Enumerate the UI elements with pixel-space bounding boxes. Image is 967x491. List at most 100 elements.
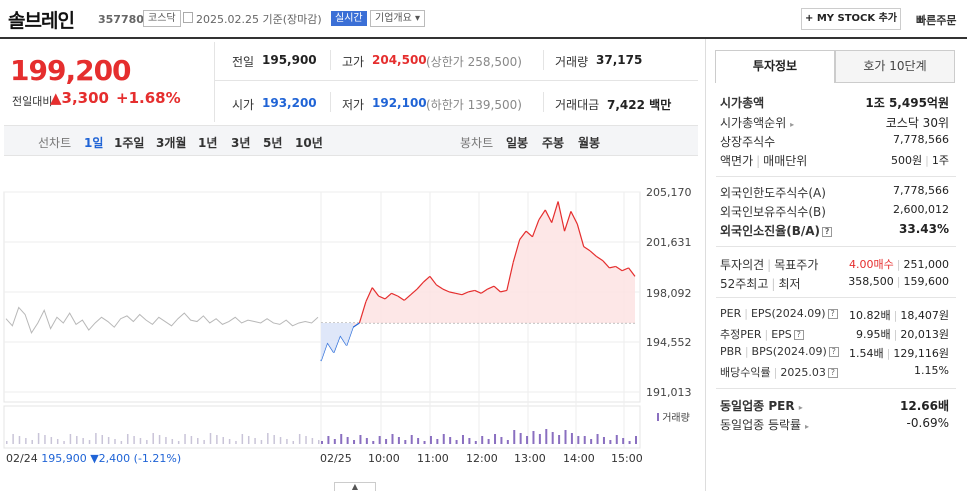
change-label: 전일대비 bbox=[12, 95, 53, 108]
tab-5y[interactable]: 5년 bbox=[263, 136, 283, 150]
low-value: 192,100 bbox=[372, 96, 427, 110]
today-line-segment bbox=[531, 219, 540, 237]
calendar-icon bbox=[183, 12, 193, 23]
help-icon[interactable]: ? bbox=[793, 330, 804, 340]
divider bbox=[716, 388, 956, 389]
volume-bar bbox=[82, 438, 84, 444]
today-line-segment bbox=[602, 260, 610, 269]
divider bbox=[543, 92, 544, 112]
today-line-segment bbox=[378, 295, 386, 300]
today-line-segment bbox=[423, 275, 431, 283]
today-line-segment bbox=[320, 342, 328, 362]
volume-legend-label: 거래량 bbox=[662, 413, 690, 424]
volume-bar bbox=[333, 439, 336, 444]
volume-bar bbox=[481, 436, 484, 444]
foreign-ratio-label: 외국인소진율(B/A)? bbox=[720, 222, 833, 239]
change-amount: 3,300 bbox=[61, 89, 109, 107]
volume-legend-swatch bbox=[657, 413, 659, 421]
volume-bar bbox=[417, 438, 420, 444]
prev-day-date: 02/24 bbox=[6, 452, 38, 465]
company-overview-dropdown[interactable]: 기업개요 ▾ bbox=[370, 10, 426, 27]
volume-bar bbox=[267, 433, 269, 444]
tab-weekly-candle[interactable]: 주봉 bbox=[542, 136, 565, 150]
y-tick: 191,013 bbox=[646, 386, 692, 399]
volume-bar bbox=[95, 433, 97, 444]
help-icon[interactable]: ? bbox=[822, 226, 833, 237]
divider bbox=[543, 50, 544, 70]
line-chart-label: 선차트 bbox=[38, 136, 72, 150]
wk52-low-label: 최저 bbox=[778, 277, 801, 291]
market-cap-label: 시가총액 bbox=[720, 96, 765, 110]
today-line-segment bbox=[596, 256, 604, 262]
tab-invest-info[interactable]: 투자정보 bbox=[715, 50, 835, 83]
tab-1w[interactable]: 1주일 bbox=[114, 136, 145, 150]
volume-bar bbox=[410, 435, 413, 444]
per-eps-label: PER | EPS(2024.09)? bbox=[720, 307, 838, 320]
bps-value: 129,116원 bbox=[893, 347, 949, 360]
today-line-segment bbox=[474, 289, 482, 294]
volume-bar bbox=[404, 440, 407, 444]
volume-bar bbox=[56, 439, 59, 444]
open-label: 시가 bbox=[232, 98, 255, 112]
market-cap-rank-link[interactable]: 시가총액순위 ▸ bbox=[720, 114, 794, 131]
opinion-value: 4.00매수 | 251,000 bbox=[849, 256, 949, 272]
up-area bbox=[321, 201, 635, 362]
today-line-segment bbox=[429, 275, 437, 286]
volume-bar bbox=[538, 434, 541, 444]
prev-day-change: 2,400 bbox=[98, 452, 131, 465]
divider bbox=[330, 50, 331, 70]
volume-bar bbox=[133, 436, 135, 444]
candle-chart-label: 봉차트 bbox=[460, 136, 494, 150]
today-line-segment bbox=[442, 288, 450, 293]
separator: | bbox=[744, 345, 749, 358]
divider bbox=[214, 80, 698, 81]
today-line-segment bbox=[500, 289, 507, 293]
live-badge[interactable]: 실시간 bbox=[331, 11, 367, 26]
tab-monthly-candle[interactable]: 월봉 bbox=[578, 136, 601, 150]
est-eps: 20,013원 bbox=[900, 328, 949, 341]
quick-order-button[interactable]: 빠른주문 bbox=[916, 14, 957, 27]
trade-unit: 1주 bbox=[931, 154, 949, 167]
tab-1y[interactable]: 1년 bbox=[198, 136, 218, 150]
today-line-segment bbox=[384, 292, 392, 300]
volume-bar bbox=[311, 438, 314, 444]
help-icon[interactable]: ? bbox=[828, 347, 839, 357]
trade-amount-unit: 백만 bbox=[649, 98, 672, 112]
wk52-value: 358,500 | 159,600 bbox=[848, 275, 949, 288]
sector-rate-label[interactable]: 동일업종 등락률 ▸ bbox=[720, 416, 809, 433]
tab-3m[interactable]: 3개월 bbox=[156, 136, 187, 150]
chart-expand-handle[interactable]: ▲ bbox=[334, 482, 376, 491]
target-price-label: 목표주가 bbox=[774, 258, 819, 272]
opinion-score: 4.00매수 bbox=[849, 258, 894, 271]
tab-3y[interactable]: 3년 bbox=[231, 136, 251, 150]
add-mystock-button[interactable]: + MY STOCK 추가 bbox=[801, 8, 901, 30]
tab-1d[interactable]: 1일 bbox=[84, 136, 104, 150]
volume-bar bbox=[25, 438, 27, 444]
volume-bar bbox=[228, 439, 231, 444]
today-line-segment bbox=[449, 291, 456, 294]
today-line-segment bbox=[352, 322, 360, 328]
today-line-segment bbox=[544, 209, 553, 223]
sector-per-label[interactable]: 동일업종 PER ▸ bbox=[720, 397, 803, 414]
pbr-label: PBR bbox=[720, 345, 742, 358]
today-line-segment bbox=[609, 265, 616, 269]
prev-day-line bbox=[5, 306, 319, 334]
separator: | bbox=[756, 154, 761, 168]
tab-10y[interactable]: 10년 bbox=[295, 136, 323, 150]
today-line-segment bbox=[416, 281, 424, 290]
quote-date: 2025.02.25 기준(장마감) bbox=[196, 13, 322, 26]
volume-bar bbox=[235, 441, 237, 444]
intraday-price-chart[interactable] bbox=[0, 156, 705, 491]
volume-label: 거래량 bbox=[555, 55, 589, 69]
pbr-bps-label: PBR | BPS(2024.09)? bbox=[720, 345, 839, 358]
volume-bar bbox=[545, 429, 548, 444]
volume-bar bbox=[583, 436, 586, 444]
help-icon[interactable]: ? bbox=[827, 368, 838, 378]
tab-daily-candle[interactable]: 일봉 bbox=[506, 136, 529, 150]
today-line-segment bbox=[461, 291, 469, 296]
eps-value: 18,407원 bbox=[900, 309, 949, 322]
high-value: 204,500 bbox=[372, 53, 427, 67]
tab-orderbook[interactable]: 호가 10단계 bbox=[835, 50, 955, 83]
help-icon[interactable]: ? bbox=[827, 309, 838, 319]
add-mystock-label: MY STOCK 추가 bbox=[816, 13, 898, 24]
